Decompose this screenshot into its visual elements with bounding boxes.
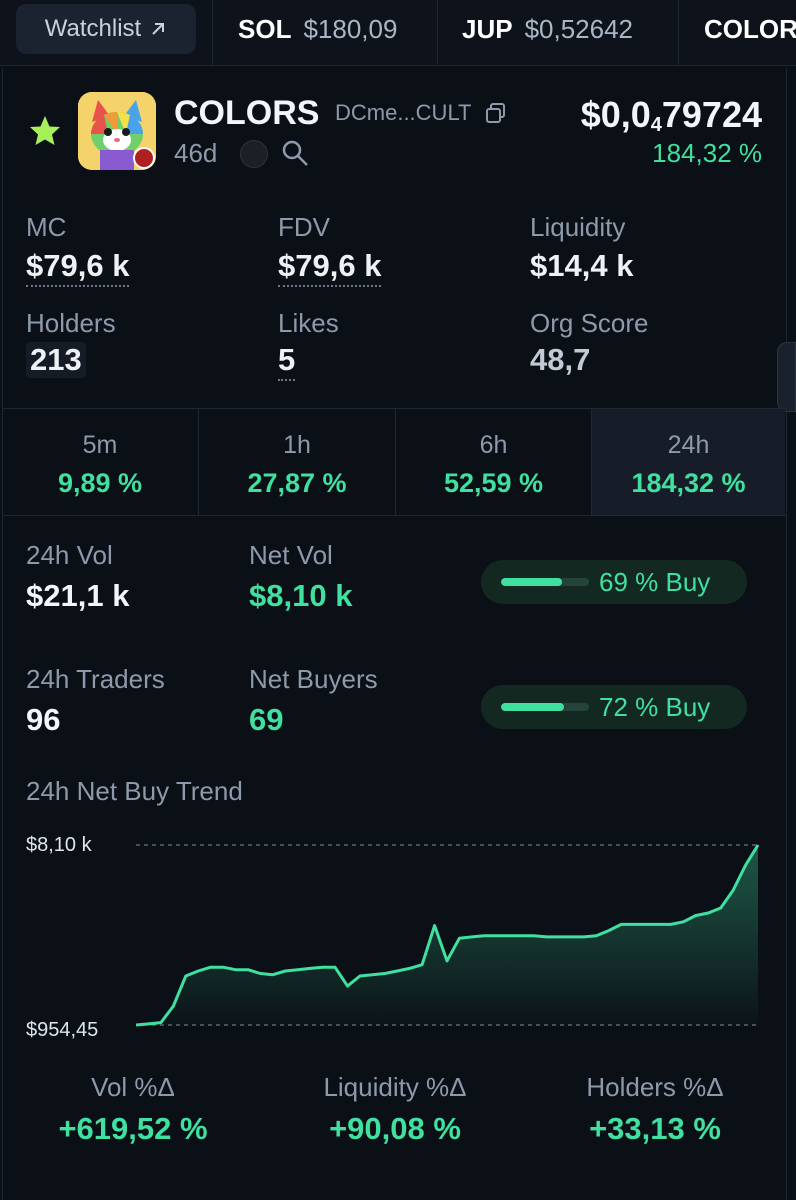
delta-label: Liquidity %Δ: [323, 1072, 467, 1102]
likes-label: Likes: [278, 308, 339, 338]
ticker-symbol: JUP: [462, 13, 513, 44]
search-icon[interactable]: [280, 138, 310, 168]
holders-value[interactable]: 213: [26, 342, 86, 378]
copy-icon[interactable]: [484, 101, 508, 125]
token-logo: [78, 92, 156, 170]
delta-value: +619,52 %: [58, 1111, 208, 1146]
tab-label: 6h: [479, 431, 508, 459]
ticker-colors[interactable]: COLOR: [704, 0, 796, 58]
traders-buy-text: 72 % Buy: [599, 691, 711, 722]
net-vol-label: Net Vol: [249, 540, 333, 570]
price-zero-count: 4: [650, 114, 662, 136]
tab-6h[interactable]: 6h 52,59 %: [396, 409, 592, 515]
buy-ratio-fill: [501, 703, 565, 711]
panel-resize-handle[interactable]: [777, 342, 796, 412]
chart-title: 24h Net Buy Trend: [26, 776, 243, 806]
tab-label: 5m: [82, 431, 118, 459]
ticker-symbol: SOL: [238, 13, 292, 44]
delta-value: +33,13 %: [589, 1111, 721, 1146]
tab-change: 27,87 %: [247, 468, 347, 498]
likes-value[interactable]: 5: [278, 342, 296, 381]
trend-line: [135, 844, 760, 1027]
tab-1h[interactable]: 1h 27,87 %: [199, 409, 396, 515]
liquidity-delta: Liquidity %Δ +90,08 %: [270, 1072, 520, 1147]
mc-label: MC: [26, 212, 67, 242]
traders-value: 96: [26, 702, 61, 737]
tab-label: 1h: [283, 431, 311, 459]
trend-area: [136, 845, 758, 1025]
fdv-value[interactable]: $79,6 k: [278, 248, 382, 287]
divider: [212, 0, 213, 66]
timeframe-tabs: 5m 9,89 % 1h 27,87 % 6h 52,59 % 24h 184,…: [2, 408, 787, 516]
star-icon[interactable]: [28, 114, 62, 148]
tab-24h[interactable]: 24h 184,32 %: [592, 409, 785, 515]
vol-delta: Vol %Δ +619,52 %: [8, 1072, 258, 1147]
fdv-label: FDV: [278, 212, 330, 242]
watchlist-button[interactable]: Watchlist: [16, 4, 196, 54]
vol-value: $21,1 k: [26, 578, 130, 613]
buy-ratio-bar: [501, 703, 589, 711]
holders-delta: Holders %Δ +33,13 %: [530, 1072, 780, 1147]
buy-ratio-fill: [501, 578, 562, 586]
ticker-price: $180,09: [303, 13, 398, 44]
org-score-value: 48,7: [530, 342, 591, 377]
tab-change: 184,32 %: [631, 468, 746, 498]
token-price: $0,0479724: [581, 94, 762, 137]
org-score-label: Org Score: [530, 308, 649, 338]
tab-change: 52,59 %: [443, 468, 544, 498]
net-vol-value: $8,10 k: [249, 578, 353, 613]
price-change: 184,32 %: [652, 138, 762, 168]
liquidity-value: $14,4 k: [530, 248, 634, 283]
net-buyers-value: 69: [249, 702, 284, 737]
net-buy-trend-chart: $8,10 k $954,45: [26, 834, 760, 1041]
delta-label: Holders %Δ: [586, 1072, 724, 1102]
ticker-price: $0,52642: [524, 13, 634, 44]
buy-ratio-bar: [501, 578, 589, 586]
cat-avatar-icon: [78, 92, 156, 170]
divider: [678, 0, 679, 66]
vol-buy-text: 69 % Buy: [599, 566, 711, 597]
traders-label: 24h Traders: [26, 664, 165, 694]
token-address[interactable]: DCme...CULT: [335, 100, 472, 125]
ticker-bar: Watchlist SOL $180,09 JUP $0,52642 COLOR: [0, 0, 796, 66]
vol-label: 24h Vol: [26, 540, 113, 570]
traders-buy-pill: 72 % Buy: [481, 685, 747, 729]
vol-buy-pill: 69 % Buy: [481, 560, 747, 604]
delta-label: Vol %Δ: [91, 1072, 175, 1102]
liquidity-label: Liquidity: [530, 212, 626, 242]
y-min-label: $954,45: [26, 1019, 98, 1041]
tab-change: 9,89 %: [57, 468, 143, 498]
net-buyers-label: Net Buyers: [249, 664, 378, 694]
ticker-jup[interactable]: JUP $0,52642: [462, 0, 633, 58]
ticker-sol[interactable]: SOL $180,09: [238, 0, 397, 58]
y-max-label: $8,10 k: [26, 834, 93, 856]
tab-label: 24h: [667, 431, 710, 459]
token-age: 46d: [174, 138, 218, 168]
mc-value[interactable]: $79,6 k: [26, 248, 130, 287]
ticker-symbol: COLOR: [704, 13, 796, 44]
token-name: COLORS: [174, 94, 320, 132]
watchlist-label: Watchlist: [44, 15, 142, 42]
external-arrow-icon: [152, 23, 165, 35]
dev-avatar-icon[interactable]: [240, 140, 268, 168]
tab-5m[interactable]: 5m 9,89 %: [2, 409, 199, 515]
price-digits: 79724: [661, 94, 762, 135]
price-prefix: $0,0: [580, 94, 651, 135]
delta-value: +90,08 %: [329, 1111, 461, 1146]
divider: [437, 0, 438, 66]
holders-label: Holders: [26, 308, 116, 338]
